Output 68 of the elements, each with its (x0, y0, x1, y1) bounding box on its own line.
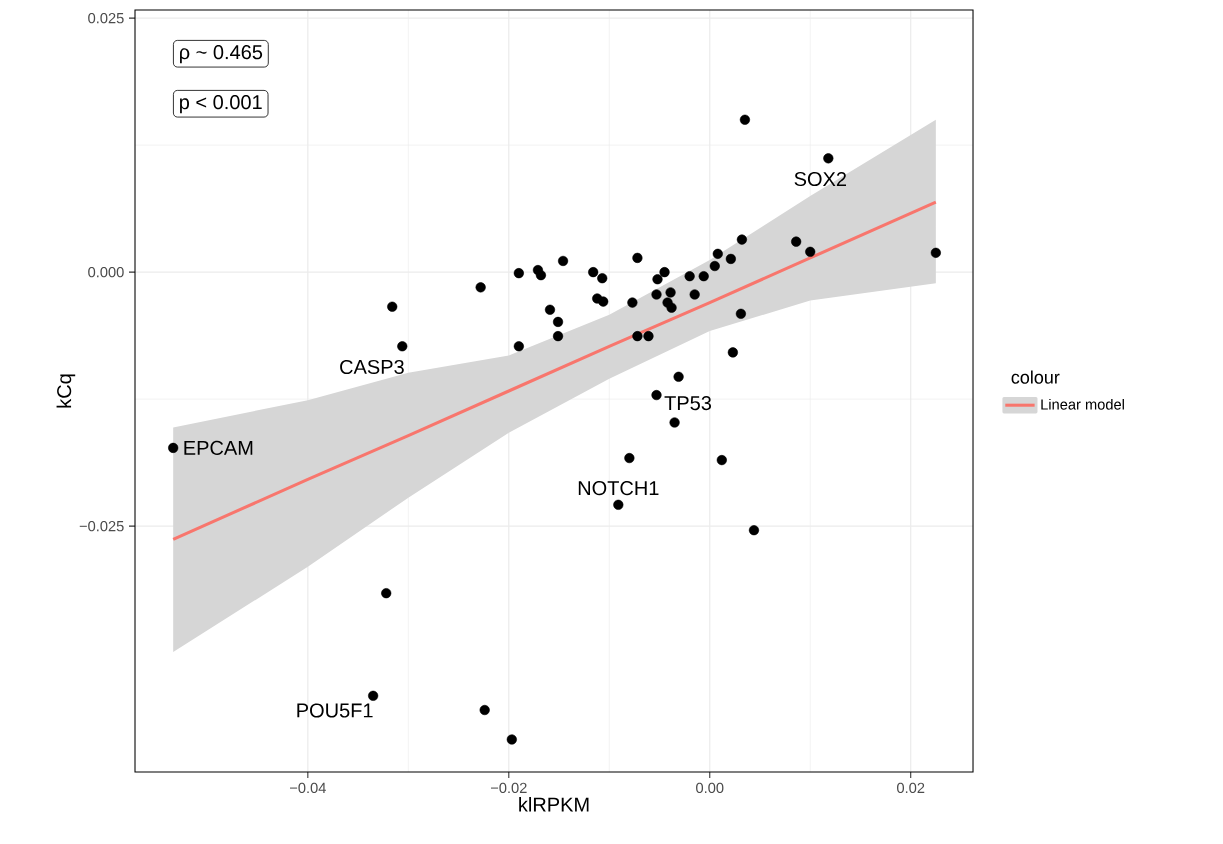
legend-title: colour (1011, 370, 1060, 384)
point (735, 308, 746, 319)
point (557, 255, 569, 267)
point (552, 331, 564, 342)
point (597, 273, 608, 284)
annotation: NOTCH1 (578, 481, 659, 496)
point (513, 268, 524, 279)
point (684, 271, 695, 282)
point (598, 296, 609, 307)
point (627, 297, 638, 308)
point (381, 588, 392, 599)
point (368, 690, 379, 701)
point (725, 253, 736, 264)
annotation: TP53 (664, 395, 712, 411)
x-tick-label: −0.02 (490, 782, 527, 794)
y-axis-title: kCq (56, 374, 76, 408)
point (659, 267, 670, 278)
point (624, 452, 635, 464)
point (665, 287, 676, 298)
point (506, 734, 517, 745)
point (689, 289, 700, 300)
point (643, 331, 654, 342)
point (727, 347, 738, 358)
y-tick-label: −0.025 (79, 520, 124, 532)
point (475, 282, 486, 293)
point (673, 371, 684, 382)
y-tick-label: 0.000 (88, 266, 124, 278)
x-axis-title: klRPKM (519, 796, 589, 812)
x-tick-label: 0.02 (897, 782, 925, 794)
point (397, 341, 408, 352)
x-tick-label: −0.04 (290, 782, 326, 794)
point (712, 248, 723, 259)
x-tick-label: 0.00 (696, 782, 724, 794)
point (168, 442, 179, 453)
annotation: SOX2 (794, 171, 846, 187)
point (651, 289, 662, 300)
point (387, 301, 398, 312)
point (513, 341, 524, 352)
point (698, 271, 709, 282)
point (552, 316, 564, 327)
annotation: ρ ~ 0.465 (180, 45, 263, 64)
point (613, 499, 624, 510)
point (739, 114, 750, 125)
annotation: POU5F1 (297, 703, 373, 718)
point (632, 252, 643, 263)
point (791, 236, 802, 247)
point (544, 304, 556, 315)
point (632, 331, 643, 342)
annotation: EPCAM (184, 440, 253, 455)
point (666, 302, 677, 313)
point (736, 234, 747, 245)
point (709, 260, 720, 272)
point (479, 704, 490, 716)
y-tick-label: 0.025 (88, 12, 124, 24)
point (805, 246, 816, 257)
line-series (171, 200, 938, 541)
point (651, 390, 662, 401)
point (535, 270, 547, 281)
point (652, 274, 663, 285)
point (716, 455, 727, 466)
annotation: p < 0.001 (180, 95, 262, 114)
point (748, 525, 760, 536)
annotation: CASP3 (340, 359, 404, 375)
point (930, 247, 941, 258)
legend-label: Linear model (1041, 398, 1124, 410)
point (669, 417, 680, 428)
point (823, 153, 834, 164)
point (588, 267, 599, 278)
